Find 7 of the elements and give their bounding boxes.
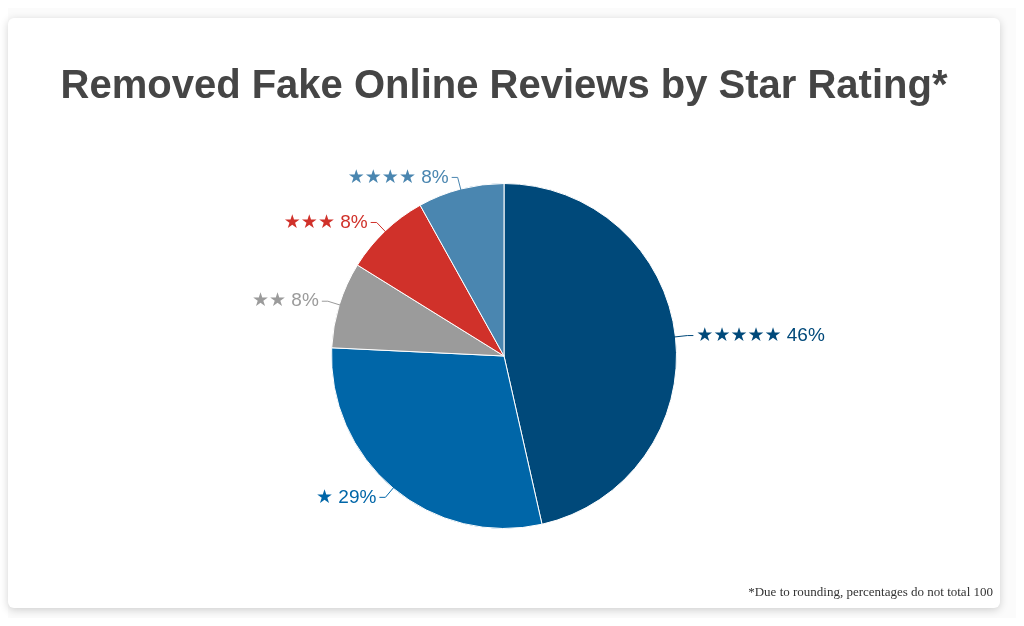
chart-title: Removed Fake Online Reviews by Star Rating* [59, 61, 949, 108]
slice-label: ★★★ 8% [283, 210, 368, 232]
slice-label: ★ 29% [316, 485, 377, 507]
slice-label: ★★★★★ 46% [696, 323, 825, 345]
text: *Due to rounding, percentages do not total 100 [748, 584, 993, 600]
slice-label: ★★ 8% [252, 289, 319, 311]
slice-label: ★★★★ 8% [347, 165, 449, 187]
